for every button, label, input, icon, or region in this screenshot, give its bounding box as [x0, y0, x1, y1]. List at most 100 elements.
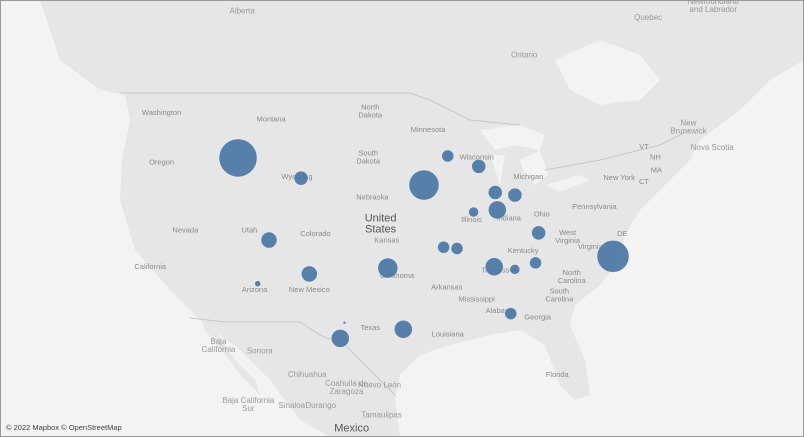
bubble — [484, 257, 504, 277]
label-line: West — [559, 228, 577, 237]
label-line: North — [563, 268, 581, 277]
label-line: Newfoundland — [688, 0, 739, 6]
label-line: Nevada — [172, 225, 199, 234]
place-label: Newfoundland and Labrador — [688, 0, 739, 14]
label-line: Quebec — [634, 13, 662, 22]
bubble — [531, 225, 546, 241]
label-line: Alberta — [229, 6, 255, 15]
label-line: Zaragoza — [330, 387, 364, 396]
place-label: Colorado — [300, 229, 330, 238]
place-label: New Brunswick — [670, 118, 707, 135]
label-line: Mississippi — [459, 294, 496, 303]
place-label: North Carolina — [558, 268, 587, 285]
place-label: Sinaloa — [278, 401, 305, 410]
place-label: Utah — [241, 225, 257, 234]
place-label: Wisconsin — [460, 152, 494, 161]
place-label: Coahuila de Zaragoza — [325, 379, 368, 396]
label-line: New — [680, 118, 696, 127]
bubble — [260, 231, 278, 249]
place-label: Chihuahua — [288, 370, 327, 379]
label-line: Illinois — [461, 215, 482, 224]
baja-peninsula — [200, 310, 260, 395]
label-line: Brunswick — [670, 126, 707, 135]
place-label: Minnesota — [411, 125, 446, 134]
label-line: Florida — [546, 370, 570, 379]
bubble — [450, 242, 464, 255]
bubble — [507, 187, 523, 203]
place-label: Nova Scotia — [691, 143, 735, 152]
label-line: Virginia — [555, 236, 581, 245]
label-line: New York — [603, 173, 635, 182]
label-line: Alabama — [486, 306, 516, 315]
attribution: © 2022 Mapbox © OpenStreetMap — [6, 423, 122, 432]
label-line: Sonora — [247, 347, 273, 356]
place-label: Pennsylvania — [572, 202, 617, 211]
label-line: Carolina — [558, 276, 587, 285]
label-line: Dakota — [358, 111, 383, 120]
bubble — [509, 264, 521, 275]
place-label: New Mexico — [289, 285, 330, 294]
place-label: California — [134, 262, 167, 271]
bubble — [408, 169, 440, 201]
bubble — [331, 329, 350, 348]
label-line: Tamaulipas — [361, 410, 401, 419]
place-label: Michigan — [513, 172, 543, 181]
label-line: Colorado — [300, 229, 330, 238]
label-line: Baja — [210, 337, 227, 346]
bubble — [218, 138, 258, 178]
label-line: Oregon — [149, 157, 174, 166]
bubble — [487, 185, 503, 200]
place-label: Texas — [360, 323, 380, 332]
bubble — [394, 319, 413, 339]
label-line: North — [361, 103, 379, 112]
place-label: Nebraska — [356, 193, 389, 202]
label-line: Sur — [242, 404, 255, 413]
place-label: Arizona — [242, 285, 268, 294]
label-line: Baja California — [222, 396, 275, 405]
label-line: Montana — [257, 114, 287, 123]
label-line: VT — [639, 142, 649, 151]
label-line: Nova Scotia — [691, 143, 735, 152]
label-line: Michigan — [513, 172, 543, 181]
bubble — [254, 280, 261, 287]
bubble — [471, 159, 487, 174]
label-line: Arizona — [242, 285, 268, 294]
label-line: Ontario — [511, 51, 538, 60]
pacific-ocean — [0, 0, 330, 437]
label-line: Sinaloa — [278, 401, 305, 410]
place-label: MA — [651, 165, 662, 174]
label-line: Carolina — [545, 294, 574, 303]
hudson-bay — [555, 40, 660, 105]
place-label: Mexico — [334, 422, 369, 434]
label-line: Indiana — [496, 214, 521, 223]
place-label: Montana — [257, 114, 287, 123]
place-label: Nuevo León — [358, 380, 401, 389]
label-line: Virginia — [578, 242, 604, 251]
place-label: Alberta — [229, 6, 255, 15]
place-label: Alabama — [486, 306, 516, 315]
bubble — [293, 170, 309, 186]
label-line: States — [365, 223, 397, 235]
label-line: and Labrador — [689, 5, 737, 14]
canada-border — [120, 92, 691, 171]
label-line: South — [358, 148, 378, 157]
place-label: Oregon — [149, 157, 174, 166]
label-line: Louisiana — [432, 329, 465, 338]
place-label: New York — [603, 173, 635, 182]
label-line: Washington — [142, 108, 181, 117]
label-line: South — [549, 286, 569, 295]
place-label: Louisiana — [432, 329, 465, 338]
place-label: CT — [639, 177, 649, 186]
bubble — [301, 265, 318, 283]
bubble — [468, 206, 479, 218]
label-line: California — [134, 262, 167, 271]
place-label: Arkansas — [431, 283, 463, 292]
place-label: United States — [365, 212, 397, 235]
place-label: DE — [617, 229, 627, 238]
place-label: South Dakota — [356, 148, 381, 165]
place-label: Kansas — [374, 236, 399, 245]
place-label: Mississippi — [459, 294, 496, 303]
label-line: Dakota — [356, 156, 381, 165]
label-line: Oklahoma — [380, 271, 415, 280]
